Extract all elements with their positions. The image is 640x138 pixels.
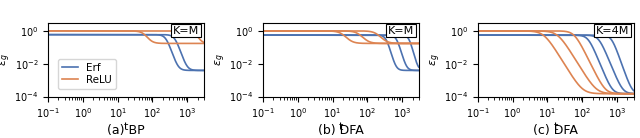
Erf: [120, 34, 127, 35]
ReLU: [44, 30, 52, 32]
Line: ReLU: ReLU: [48, 31, 204, 43]
Text: K=M: K=M: [173, 26, 199, 36]
ReLU: [116, 30, 124, 32]
Y-axis label: $\varepsilon_g$: $\varepsilon_g$: [213, 54, 228, 66]
Text: (b) DFA: (b) DFA: [318, 124, 364, 137]
ReLU: [120, 30, 127, 32]
Erf: [195, 70, 203, 71]
X-axis label: t: t: [124, 122, 128, 132]
Text: K=M: K=M: [388, 26, 414, 36]
Erf: [52, 34, 60, 35]
Erf: [44, 34, 52, 35]
Text: (a) BP: (a) BP: [107, 124, 145, 137]
Y-axis label: $\varepsilon_g$: $\varepsilon_g$: [428, 54, 442, 66]
ReLU: [52, 30, 60, 32]
Text: (c) DFA: (c) DFA: [533, 124, 578, 137]
Legend: Erf, ReLU: Erf, ReLU: [58, 59, 116, 89]
X-axis label: t: t: [554, 122, 558, 132]
Erf: [200, 70, 207, 71]
ReLU: [167, 43, 175, 44]
ReLU: [195, 43, 203, 44]
Text: K=4M: K=4M: [596, 26, 629, 36]
Erf: [116, 34, 124, 35]
Y-axis label: $\varepsilon_g$: $\varepsilon_g$: [0, 54, 13, 66]
Erf: [167, 48, 175, 50]
Erf: [195, 70, 203, 71]
X-axis label: t: t: [339, 122, 343, 132]
ReLU: [195, 43, 203, 44]
Line: Erf: Erf: [48, 35, 204, 70]
ReLU: [200, 43, 207, 44]
